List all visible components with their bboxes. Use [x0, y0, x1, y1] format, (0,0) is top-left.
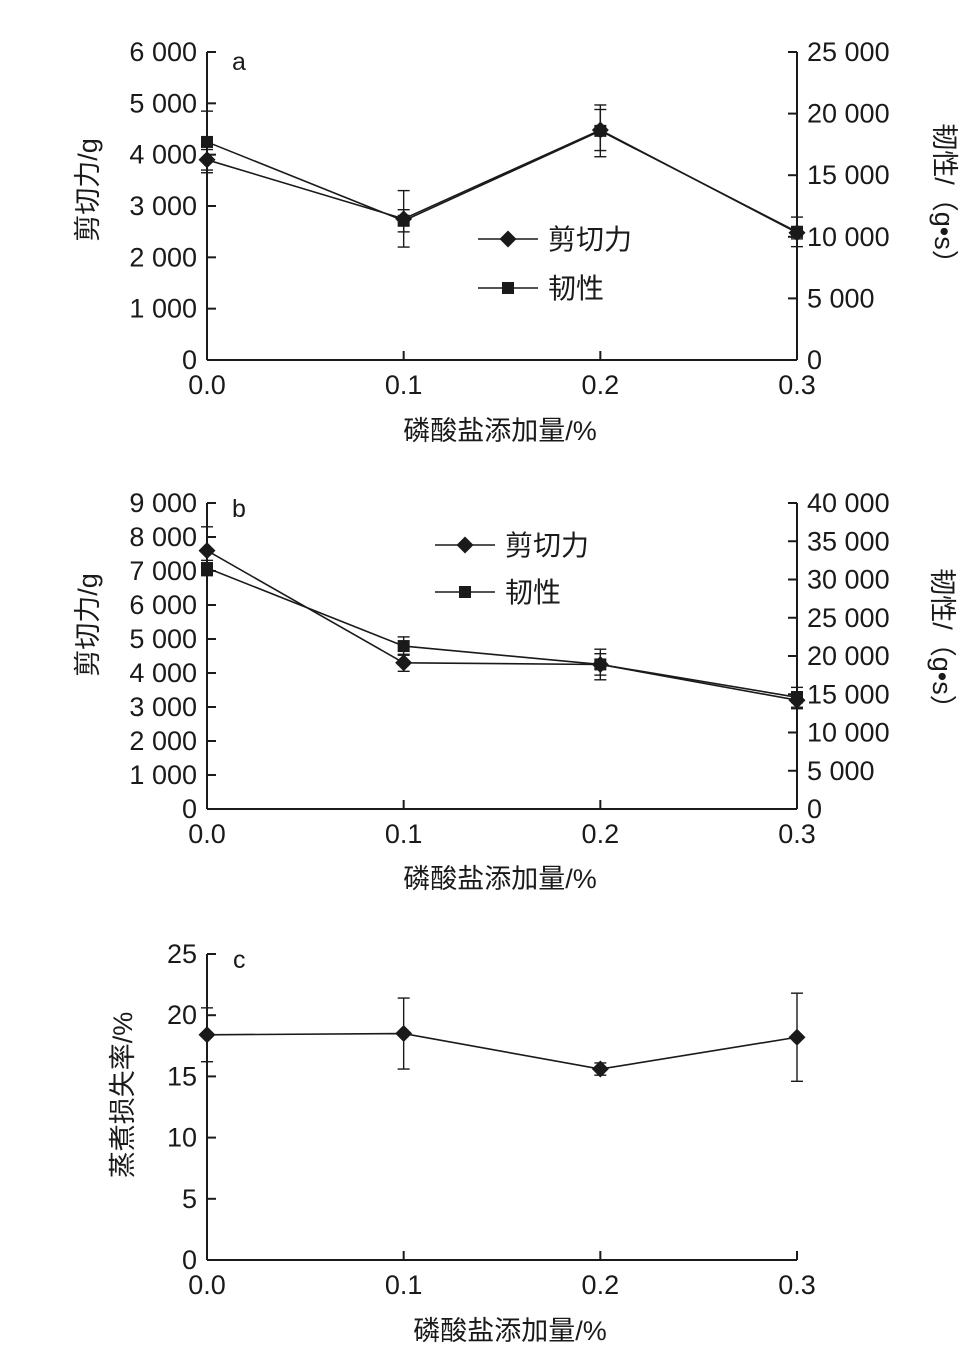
y-tick-label-right: 5 000 — [807, 756, 875, 786]
y-tick-label-right: 40 000 — [807, 488, 890, 518]
series-0 — [198, 526, 806, 710]
data-point — [198, 1026, 216, 1044]
legend-entry: 韧性 — [505, 577, 561, 608]
chart-panel-b: 0 1 000 2 000 3 000 4 000 5 000 6 000 7 000 8 00… — [73, 488, 957, 894]
x-tick-label: 0.3 — [778, 819, 816, 849]
chart-panel-c: 0 5 10 15 20 25 0.0 0.1 0.2 0.3 磷酸盐添加量/% 蒸煮损失率/% c — [108, 939, 816, 1346]
y-tick-label-left: 6 000 — [129, 37, 197, 67]
y-tick-label-right: 20 000 — [807, 641, 890, 671]
y-tick-label-left: 2 000 — [129, 242, 197, 272]
x-tick-label: 0.0 — [188, 1270, 226, 1300]
series-0 — [198, 992, 806, 1082]
y-tick-label-right: 20 000 — [807, 99, 890, 129]
x-tick-label: 0.3 — [778, 370, 816, 400]
x-tick-label: 0.2 — [582, 819, 620, 849]
legend-entry: 剪切力 — [505, 530, 589, 561]
y-tick-label-left: 0 — [182, 345, 197, 375]
x-tick-label: 0.1 — [385, 1270, 423, 1300]
y-tick-label-right: 10 000 — [807, 718, 890, 748]
y-tick-label-left: 2 000 — [129, 726, 197, 756]
x-tick-label: 0.2 — [582, 370, 620, 400]
data-point — [397, 640, 410, 653]
data-point — [591, 1060, 609, 1078]
legend-marker — [459, 586, 471, 598]
y-tick-label-left: 3 000 — [129, 191, 197, 221]
x-tick-label: 0.0 — [188, 819, 226, 849]
series-0 — [198, 108, 806, 248]
data-point — [395, 654, 413, 672]
y-tick-label-left: 7 000 — [129, 556, 197, 586]
panel-letter: b — [232, 495, 246, 523]
y-tick-label-left: 4 000 — [129, 140, 197, 170]
y-tick-label-left: 0 — [182, 1245, 197, 1275]
data-point — [791, 225, 803, 238]
y-tick-label-left: 1 000 — [129, 294, 197, 324]
y-tick-label-left: 25 — [167, 939, 197, 969]
legend-marker — [499, 230, 517, 248]
x-axis-label: 磷酸盐添加量/% — [413, 1316, 607, 1346]
y-tick-label-left: 1 000 — [129, 760, 197, 790]
y-tick-label-left: 15 — [167, 1061, 197, 1091]
panel-letter: a — [232, 48, 246, 76]
series-line — [206, 129, 798, 233]
x-tick-label: 0.1 — [385, 819, 423, 849]
y-tick-label-left: 5 000 — [129, 88, 197, 118]
y-axis-label-right: 韧性/（g•s） — [929, 123, 959, 276]
y-tick-label-right: 25 000 — [807, 37, 890, 67]
y-axis-label-left: 蒸煮损失率/% — [108, 1012, 138, 1179]
series-line — [206, 567, 798, 699]
y-tick-label-left: 3 000 — [129, 692, 197, 722]
y-tick-label-left: 5 — [182, 1184, 197, 1214]
y-tick-label-left: 4 000 — [129, 658, 197, 688]
y-tick-label-right: 5 000 — [807, 283, 875, 313]
data-point — [395, 1025, 413, 1043]
y-tick-label-right: 10 000 — [807, 222, 890, 252]
legend-entry: 剪切力 — [548, 224, 632, 255]
x-tick-label: 0.3 — [778, 1270, 816, 1300]
y-tick-label-right: 15 000 — [807, 679, 890, 709]
series-1 — [201, 559, 803, 708]
x-axis-label: 磷酸盐添加量/% — [403, 864, 597, 894]
data-point — [397, 214, 410, 227]
data-point — [201, 562, 213, 575]
y-tick-label-right: 0 — [807, 345, 822, 375]
series-line — [206, 1032, 798, 1070]
y-tick-label-left: 8 000 — [129, 522, 197, 552]
series-line — [206, 549, 798, 701]
x-tick-label: 0.1 — [385, 370, 423, 400]
series-line — [206, 129, 798, 234]
x-axis-label: 磷酸盐添加量/% — [403, 416, 597, 446]
y-tick-label-right: 35 000 — [807, 526, 890, 556]
legend-marker — [456, 536, 474, 554]
data-point — [788, 1028, 806, 1046]
y-tick-label-right: 15 000 — [807, 160, 890, 190]
data-point — [791, 691, 803, 704]
data-point — [594, 658, 607, 671]
series-1 — [201, 104, 803, 248]
y-tick-label-left: 5 000 — [129, 624, 197, 654]
y-tick-label-right: 30 000 — [807, 565, 890, 595]
y-axis-label-left: 剪切力/g — [73, 573, 103, 677]
y-tick-label-right: 0 — [807, 794, 822, 824]
x-tick-label: 0.2 — [582, 1270, 620, 1300]
y-tick-label-left: 9 000 — [129, 488, 197, 518]
y-axis-label-right: 韧性/（g•s） — [927, 568, 957, 721]
x-tick-label: 0.0 — [188, 370, 226, 400]
y-tick-label-right: 25 000 — [807, 603, 890, 633]
data-point — [594, 124, 607, 137]
y-axis-label-left: 剪切力/g — [73, 138, 103, 242]
legend-entry: 韧性 — [548, 273, 604, 304]
chart-panel-a: 0 1 000 2 000 3 000 4 000 5 000 6 000 0 5 000 10 … — [73, 37, 959, 446]
y-tick-label-left: 10 — [167, 1123, 197, 1153]
data-point — [198, 542, 216, 560]
y-tick-label-left: 6 000 — [129, 590, 197, 620]
data-point — [201, 135, 213, 148]
y-tick-label-left: 20 — [167, 1000, 197, 1030]
y-tick-label-left: 0 — [182, 794, 197, 824]
panel-letter: c — [233, 946, 246, 974]
legend-marker — [502, 282, 514, 294]
